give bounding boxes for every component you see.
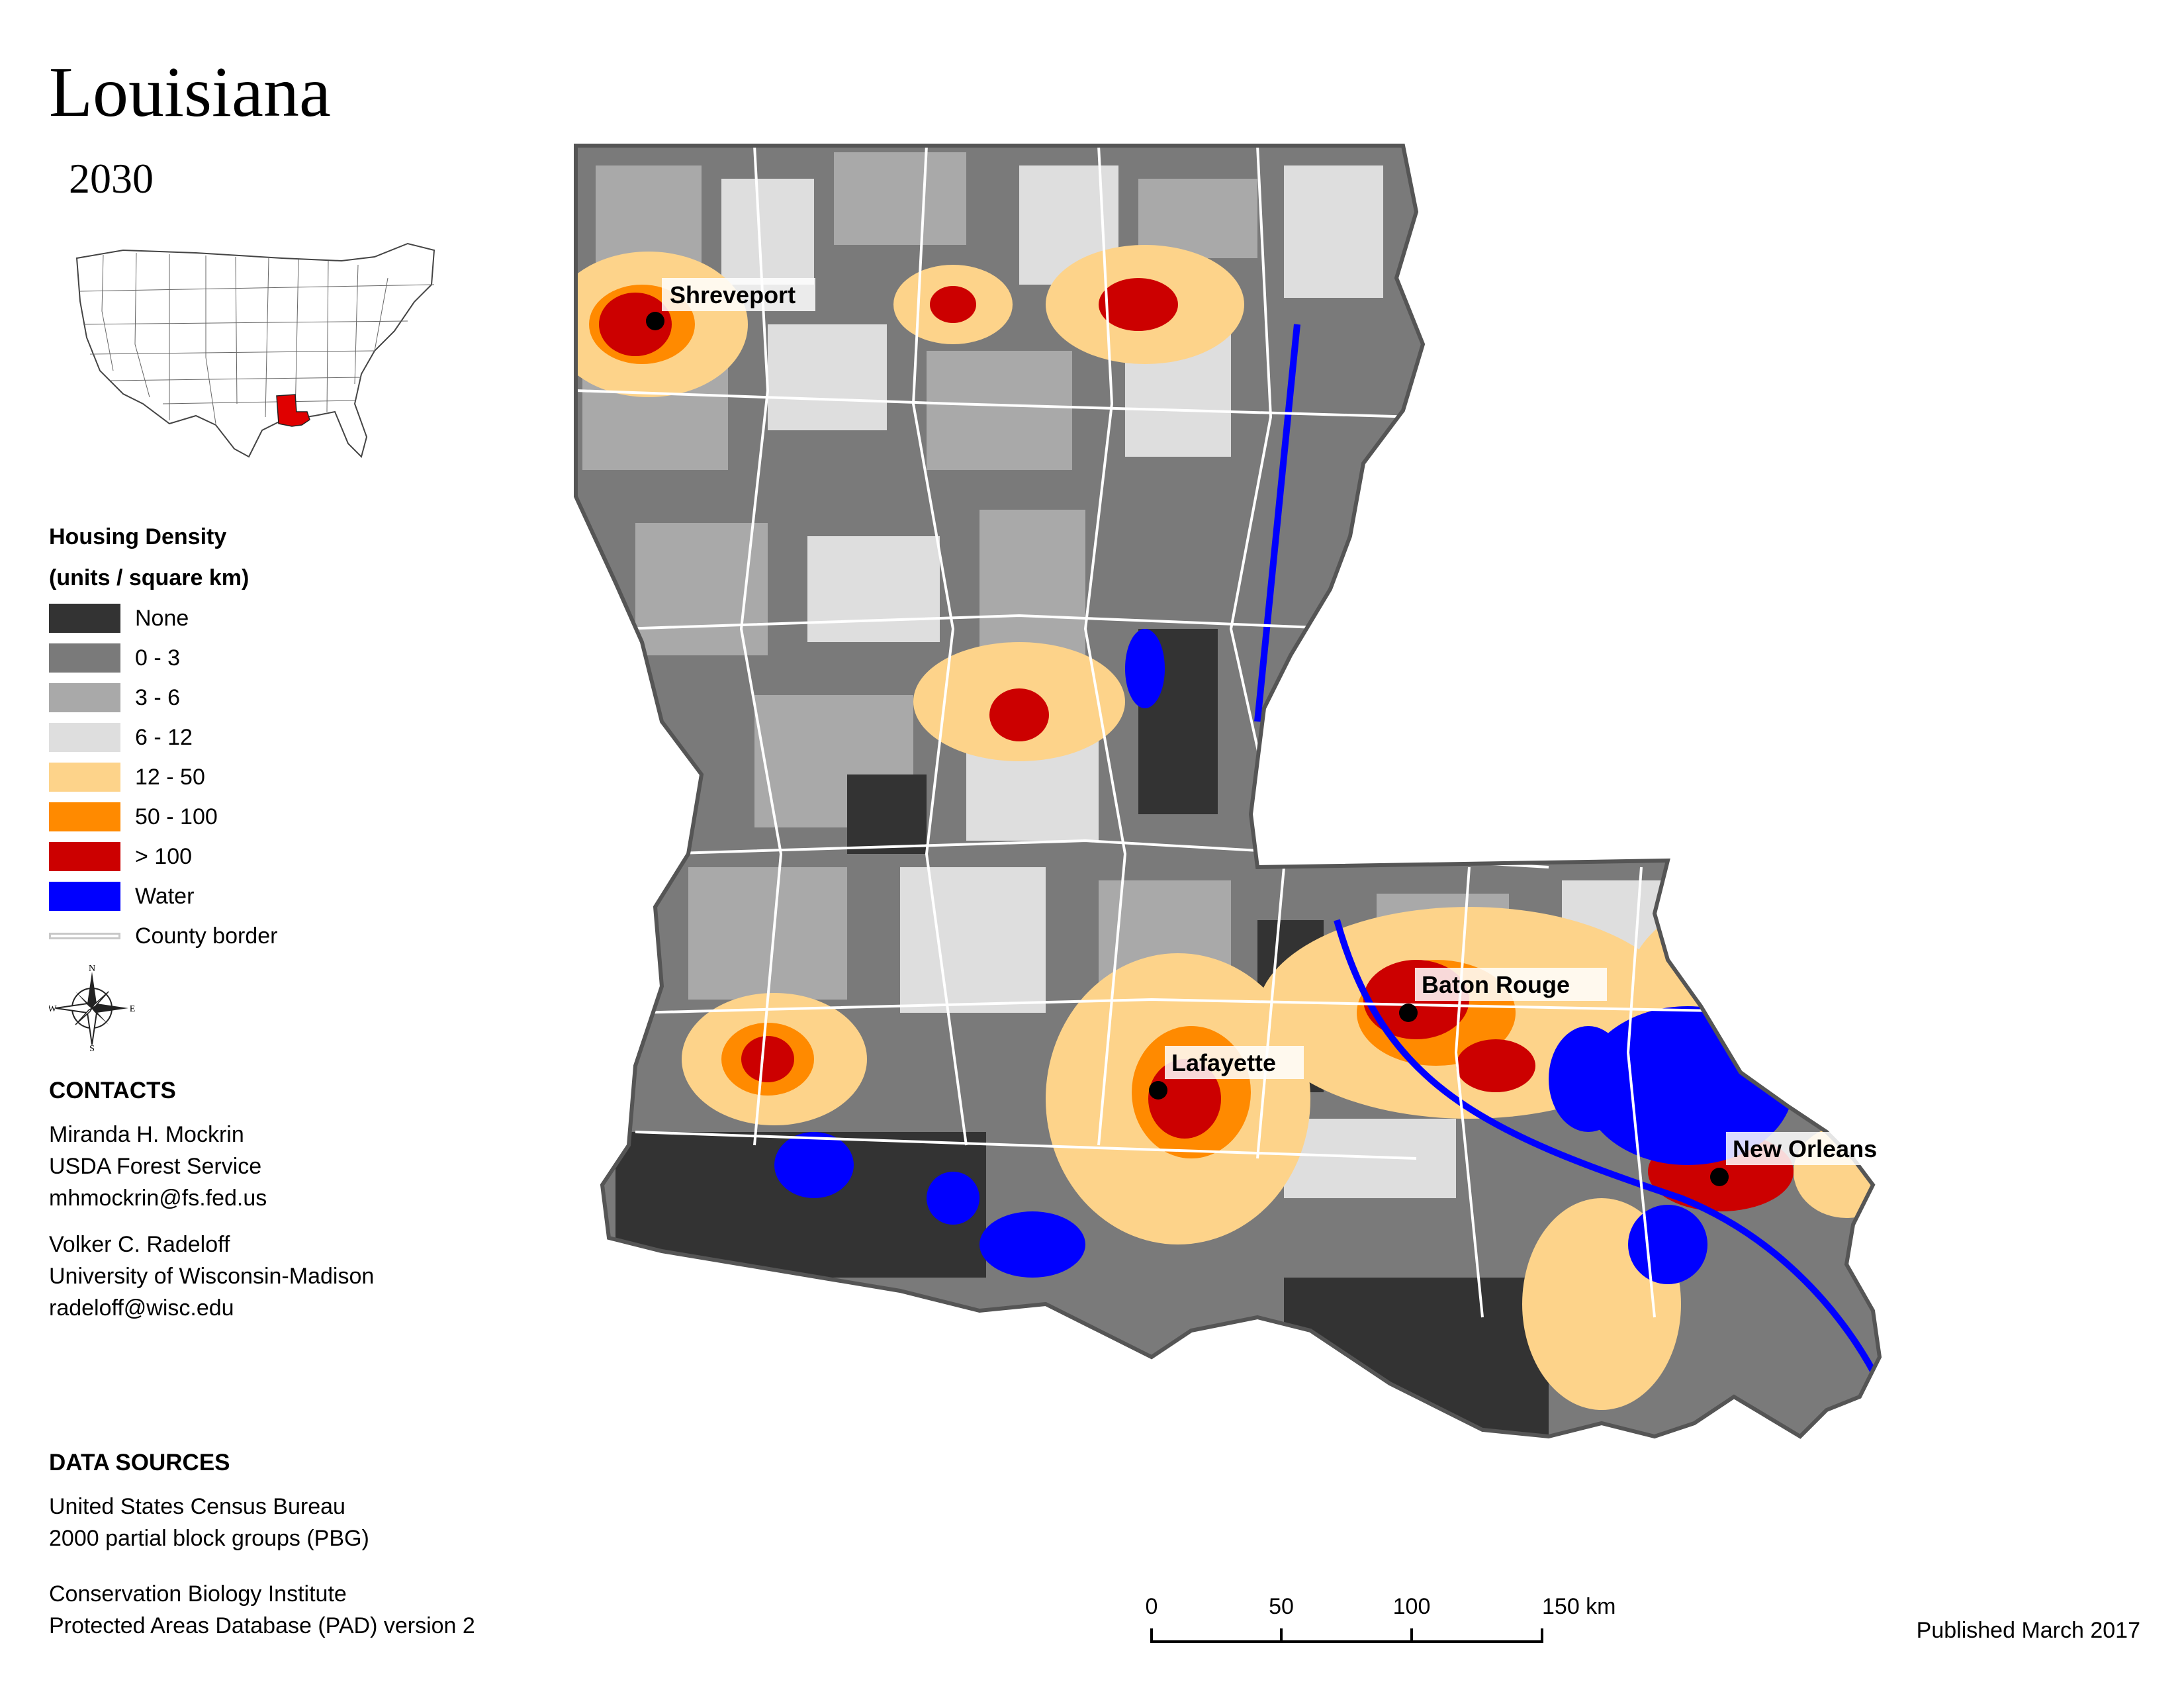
legend-label: 6 - 12 <box>135 724 193 750</box>
scale-tick-label: 150 km <box>1542 1594 1616 1619</box>
contact2-email: radeloff@wisc.edu <box>49 1295 234 1321</box>
state-outline <box>574 144 1882 1439</box>
compass-e: E <box>130 1004 135 1014</box>
scale-bar: 0 50 100 150 km <box>1146 1594 1616 1643</box>
county-borders <box>576 146 1814 1318</box>
scale-tick-label: 50 <box>1269 1594 1294 1619</box>
contacts-section: CONTACTS Miranda H. Mockrin USDA Forest … <box>49 1078 512 1324</box>
compass-s: S <box>89 1044 95 1051</box>
legend-swatch <box>49 643 120 673</box>
legend-swatch <box>49 933 120 939</box>
contact2-org: University of Wisconsin-Madison <box>49 1264 375 1289</box>
city-marker <box>1710 1168 1729 1186</box>
legend-label: County border <box>135 923 278 949</box>
source1-line2: 2000 partial block groups (PBG) <box>49 1526 369 1551</box>
legend-swatch <box>49 882 120 911</box>
legend-item-3-6: 3 - 6 <box>49 678 473 718</box>
scale-tick-label: 0 <box>1146 1594 1158 1619</box>
legend-swatch <box>49 763 120 792</box>
legend-swatch <box>49 723 120 752</box>
city-shreveport: Shreveport <box>646 278 815 330</box>
legend-title: Housing Density <box>49 524 227 549</box>
compass-rose-icon: N S W E <box>49 965 135 1051</box>
source1-line1: United States Census Bureau <box>49 1494 345 1519</box>
contacts-heading: CONTACTS <box>49 1078 176 1103</box>
city-marker <box>646 312 664 330</box>
compass-w: W <box>49 1004 57 1014</box>
legend-item-water: Water <box>49 876 473 916</box>
legend-label: 50 - 100 <box>135 804 218 829</box>
city-marker <box>1149 1081 1167 1100</box>
map-title: Louisiana <box>49 53 331 132</box>
legend-label: None <box>135 605 189 631</box>
legend-item-over-100: > 100 <box>49 837 473 876</box>
city-marker <box>1399 1004 1418 1022</box>
map-year: 2030 <box>69 155 154 202</box>
source2-line1: Conservation Biology Institute <box>49 1581 347 1607</box>
density-raster <box>576 146 1880 1436</box>
city-label: Lafayette <box>1171 1049 1276 1076</box>
legend-item-50-100: 50 - 100 <box>49 797 473 837</box>
legend-label: 3 - 6 <box>135 684 181 710</box>
legend-label: 12 - 50 <box>135 764 205 790</box>
louisiana-housing-density-map: Shreveport Baton Rouge Lafayette New Orl… <box>574 144 1915 1439</box>
legend: Housing Density (units / square km) None… <box>49 516 473 956</box>
louisiana-highlight <box>276 394 310 427</box>
city-label: New Orleans <box>1733 1135 1877 1162</box>
city-label: Baton Rouge <box>1422 971 1570 998</box>
legend-item-12-50: 12 - 50 <box>49 757 473 797</box>
legend-subtitle: (units / square km) <box>49 565 250 590</box>
scale-tick-label: 100 <box>1393 1594 1431 1619</box>
legend-swatch <box>49 842 120 871</box>
legend-label: 0 - 3 <box>135 645 181 671</box>
data-sources-heading: DATA SOURCES <box>49 1450 230 1476</box>
legend-item-0-3: 0 - 3 <box>49 638 473 678</box>
contact1-email: mhmockrin@fs.fed.us <box>49 1186 267 1211</box>
legend-item-none: None <box>49 598 473 638</box>
published-date: Published March 2017 <box>1916 1618 2140 1643</box>
legend-label: Water <box>135 883 195 909</box>
legend-item-county-border: County border <box>49 916 473 956</box>
contact2-name: Volker C. Radeloff <box>49 1232 230 1257</box>
usa-inset-map <box>75 242 435 458</box>
contact1-org: USDA Forest Service <box>49 1154 262 1179</box>
state-borders <box>79 252 435 424</box>
legend-label: > 100 <box>135 843 193 869</box>
source2-line2: Protected Areas Database (PAD) version 2 <box>49 1613 475 1638</box>
city-new-orleans: New Orleans <box>1710 1132 1915 1186</box>
contact1-name: Miranda H. Mockrin <box>49 1122 244 1147</box>
compass-n: N <box>89 965 95 974</box>
city-lafayette: Lafayette <box>1149 1046 1304 1100</box>
usa-outline <box>75 242 435 458</box>
legend-swatch <box>49 683 120 712</box>
legend-swatch <box>49 604 120 633</box>
city-baton-rouge: Baton Rouge <box>1399 968 1607 1022</box>
city-label: Shreveport <box>670 281 796 308</box>
legend-swatch <box>49 802 120 831</box>
data-sources-section: DATA SOURCES United States Census Bureau… <box>49 1450 578 1642</box>
legend-item-6-12: 6 - 12 <box>49 718 473 757</box>
